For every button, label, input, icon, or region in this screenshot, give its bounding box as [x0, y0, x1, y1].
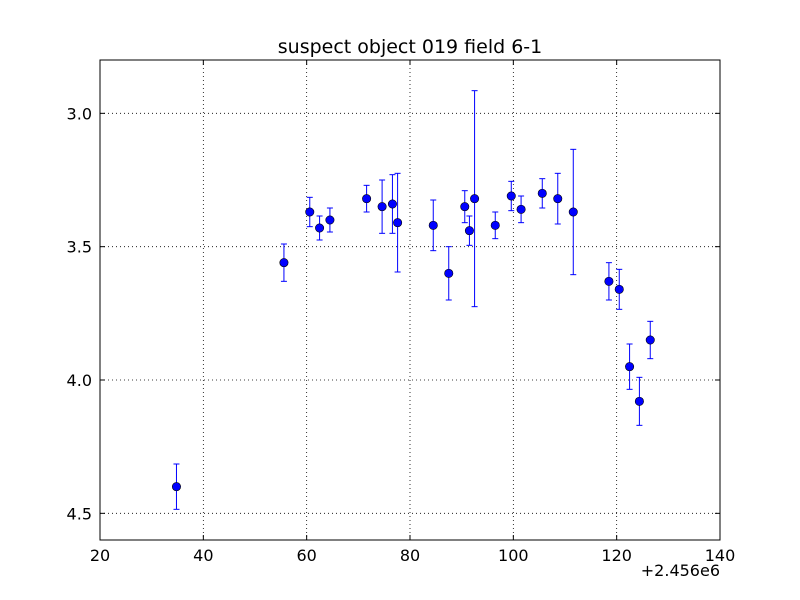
data-point [470, 90, 480, 308]
point-marker [506, 191, 516, 201]
point-marker [568, 207, 578, 217]
point-marker [377, 202, 387, 212]
point-marker [444, 268, 454, 278]
data-point [537, 178, 547, 209]
axis-ticks [99, 60, 721, 540]
point-marker [362, 194, 372, 204]
y-tick-label: 3.0 [67, 104, 92, 123]
point-marker [470, 194, 480, 204]
data-point [625, 343, 635, 390]
data-point [614, 268, 624, 310]
point-marker [171, 482, 181, 492]
grid-lines [100, 60, 720, 540]
point-marker [315, 223, 325, 233]
chart-title: suspect object 019 field 6-1 [278, 36, 543, 58]
data-point [279, 243, 289, 282]
point-marker [279, 258, 289, 268]
plot-frame [99, 59, 721, 541]
data-point [444, 246, 454, 301]
x-tick-label: 20 [90, 546, 110, 565]
data-point [506, 180, 516, 212]
point-marker [553, 194, 563, 204]
data-point [315, 215, 325, 241]
data-point [171, 463, 181, 510]
data-point [362, 184, 372, 213]
x-tick-label: 140 [705, 546, 736, 565]
point-marker [428, 220, 438, 230]
point-marker [625, 362, 635, 372]
x-tick-label: 40 [193, 546, 213, 565]
x-tick-label: 100 [498, 546, 529, 565]
data-point [490, 211, 500, 240]
x-offset-label: +2.456e6 [641, 561, 720, 580]
y-tick-label: 3.5 [67, 238, 92, 257]
y-tick-label: 4.0 [67, 371, 92, 390]
data-point [645, 320, 655, 360]
x-tick-label: 120 [601, 546, 632, 565]
data-point [553, 172, 563, 225]
y-tick-label: 4.5 [67, 504, 92, 523]
point-marker [604, 276, 614, 286]
data-point [464, 215, 474, 246]
x-tick-label: 80 [400, 546, 420, 565]
point-marker [460, 202, 470, 212]
point-marker [516, 204, 526, 214]
data-point [460, 190, 470, 224]
data-point [305, 196, 315, 228]
tick-labels: 20 40 60 80 100 120 140 3.0 3.5 4.0 4.5 [67, 104, 736, 565]
point-marker [614, 284, 624, 294]
data-point [377, 179, 387, 234]
point-marker [464, 226, 474, 236]
point-marker [537, 188, 547, 198]
point-marker [387, 199, 397, 209]
x-tick-label: 60 [296, 546, 316, 565]
point-marker [634, 396, 644, 406]
data-point [393, 172, 403, 273]
data-point [428, 199, 438, 252]
point-marker [305, 207, 315, 217]
point-marker [393, 218, 403, 228]
data-point [568, 148, 578, 276]
point-marker [490, 220, 500, 230]
data-series [171, 90, 655, 510]
data-point [604, 262, 614, 301]
data-point [387, 174, 397, 234]
data-point [516, 195, 526, 224]
data-point [634, 376, 644, 426]
data-point [325, 207, 335, 233]
point-marker [645, 335, 655, 345]
point-marker [325, 215, 335, 225]
